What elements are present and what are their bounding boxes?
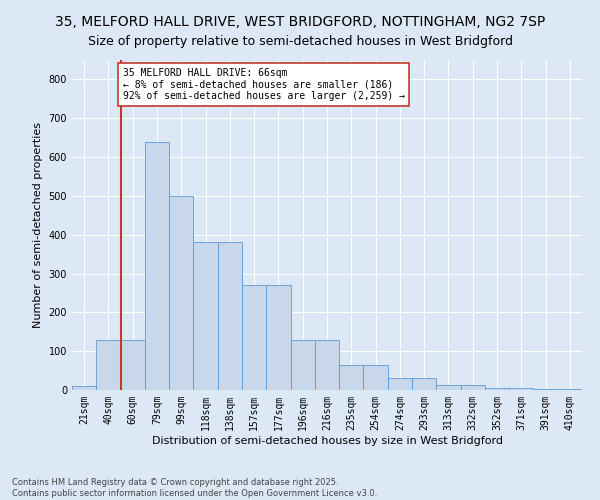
Bar [485,388,509,390]
Bar [121,340,145,390]
X-axis label: Distribution of semi-detached houses by size in West Bridgford: Distribution of semi-detached houses by … [151,436,503,446]
Bar [242,285,266,390]
Bar [193,242,218,390]
Bar [266,285,290,390]
Bar [145,142,169,390]
Bar [339,365,364,390]
Bar [72,386,96,390]
Bar [436,386,461,390]
Bar [169,196,193,390]
Bar [364,365,388,390]
Text: 35, MELFORD HALL DRIVE, WEST BRIDGFORD, NOTTINGHAM, NG2 7SP: 35, MELFORD HALL DRIVE, WEST BRIDGFORD, … [55,15,545,29]
Bar [388,378,412,390]
Bar [509,388,533,390]
Bar [461,386,485,390]
Text: Size of property relative to semi-detached houses in West Bridgford: Size of property relative to semi-detach… [88,35,512,48]
Bar [96,340,121,390]
Text: 35 MELFORD HALL DRIVE: 66sqm
← 8% of semi-detached houses are smaller (186)
92% : 35 MELFORD HALL DRIVE: 66sqm ← 8% of sem… [122,68,404,101]
Bar [315,340,339,390]
Bar [412,378,436,390]
Text: Contains HM Land Registry data © Crown copyright and database right 2025.
Contai: Contains HM Land Registry data © Crown c… [12,478,377,498]
Bar [218,242,242,390]
Y-axis label: Number of semi-detached properties: Number of semi-detached properties [33,122,43,328]
Bar [290,340,315,390]
Bar [533,389,558,390]
Bar [558,389,582,390]
